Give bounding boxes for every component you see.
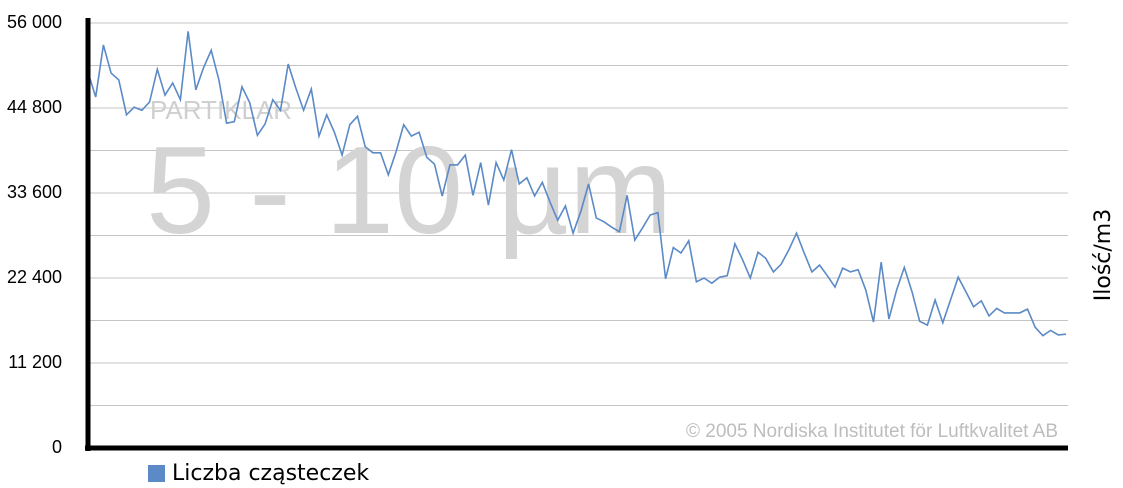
- y-axis-label: Ilość/m3: [1091, 209, 1116, 301]
- watermark-title: 5 - 10 µm: [146, 122, 672, 260]
- legend-label: Liczba cząsteczek: [172, 461, 369, 486]
- y-tick-label: 33 600: [7, 182, 62, 202]
- y-tick-label: 0: [52, 437, 62, 457]
- y-tick-label: 11 200: [8, 352, 62, 372]
- y-tick-label: 44 800: [7, 97, 62, 117]
- watermark-label: PARTIKLAR: [150, 95, 292, 125]
- y-tick-label: 22 400: [7, 267, 62, 287]
- y-tick-label: 56 000: [7, 12, 62, 32]
- copyright: © 2005 Nordiska Institutet för Luftkvali…: [686, 421, 1058, 442]
- data-line: [87, 31, 1067, 337]
- legend-swatch: [148, 465, 165, 482]
